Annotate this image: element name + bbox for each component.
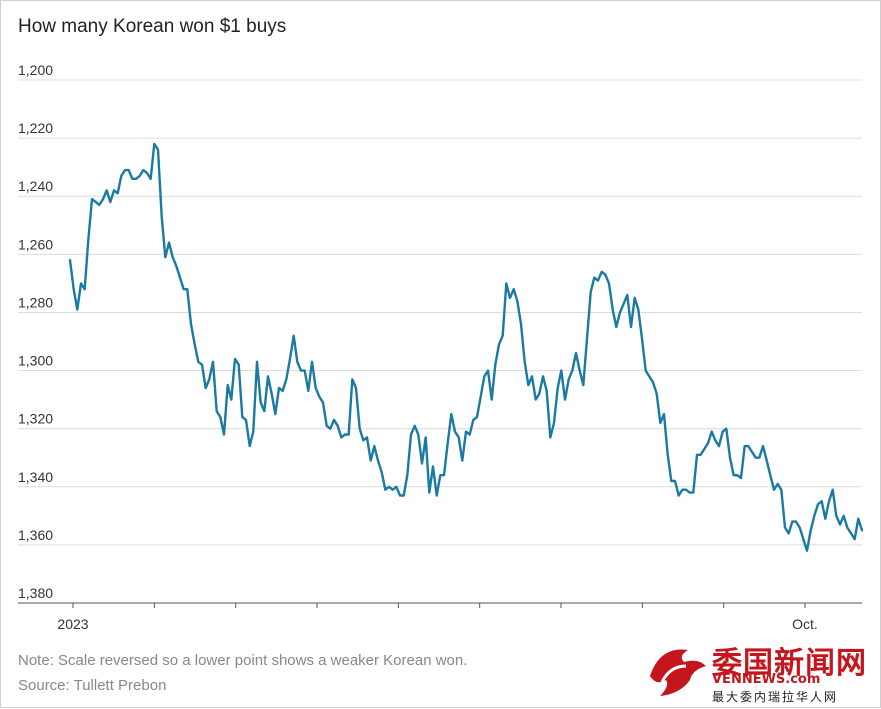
x-tick-label: 2023 [57,616,88,632]
y-tick-label: 1,360 [18,527,53,543]
y-tick-label: 1,220 [18,120,53,136]
watermark-tagline: 最大委内瑞拉华人网 [712,690,839,704]
y-tick-label: 1,260 [18,236,53,252]
note-text: Note: Scale reversed so a lower point sh… [18,652,468,669]
source-text: Source: Tullett Prebon [18,677,167,694]
watermark-logo: 委国新闻网 VENNEWS.com 最大委内瑞拉华人网 [640,636,880,704]
watermark-url: VENNEWS.com [712,672,821,687]
x-tick-label: Oct. [792,616,818,632]
y-tick-label: 1,340 [18,469,53,485]
y-tick-label: 1,200 [18,62,53,78]
y-tick-label: 1,300 [18,353,53,369]
y-tick-label: 1,280 [18,294,53,310]
dragon-icon [650,649,706,696]
y-tick-label: 1,380 [18,585,53,601]
watermark-name: 委国新闻网 [712,646,867,681]
chart-title: How many Korean won $1 buys [18,16,287,37]
y-tick-label: 1,320 [18,411,53,427]
series-line [68,142,864,552]
y-tick-label: 1,240 [18,178,53,194]
